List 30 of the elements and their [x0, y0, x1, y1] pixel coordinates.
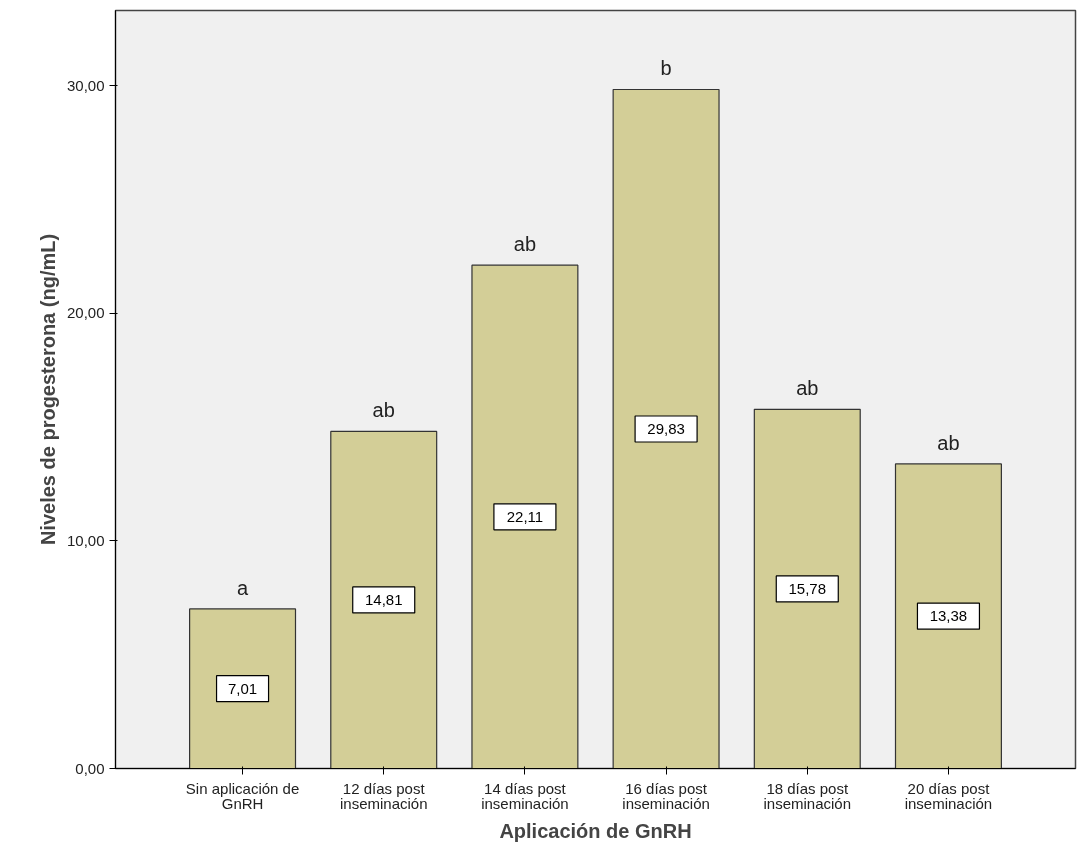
annotation: ab [796, 377, 819, 400]
y-axis-title: Niveles de progesterona (ng/mL) [36, 233, 59, 546]
bar [894, 463, 1002, 769]
x-tick-label: 16 días post inseminación [622, 779, 710, 812]
data-label: 14,81 [364, 590, 403, 608]
annotation: ab [372, 399, 395, 422]
bar [471, 264, 579, 769]
bar [612, 88, 720, 769]
x-tick-label: 18 días post inseminación [763, 779, 852, 812]
data-label: 22,11 [506, 507, 544, 525]
annotation: b [660, 57, 672, 80]
annotation: ab [513, 233, 537, 256]
x-tick-label: 20 días post inseminación [904, 779, 993, 812]
y-tick-label: 0,00 [75, 759, 105, 777]
y-tick-label: 10,00 [66, 531, 105, 549]
data-label: 7,01 [227, 679, 258, 697]
annotation: a [237, 576, 249, 599]
y-tick-label: 20,00 [66, 304, 105, 322]
y-tick-label: 30,00 [66, 76, 105, 94]
x-tick-label: Sin aplicación de GnRH [185, 779, 300, 812]
annotation: ab [937, 431, 960, 454]
data-label: 29,83 [647, 419, 685, 437]
bar [753, 408, 861, 769]
data-label: 15,78 [788, 579, 827, 597]
data-label: 13,38 [929, 607, 968, 625]
x-tick-label: 12 días post inseminación [339, 779, 428, 812]
x-tick-label: 14 días post inseminación [481, 779, 569, 812]
bar [330, 430, 438, 769]
x-axis-title: Aplicación de GnRH [499, 819, 692, 842]
bar [189, 608, 297, 769]
